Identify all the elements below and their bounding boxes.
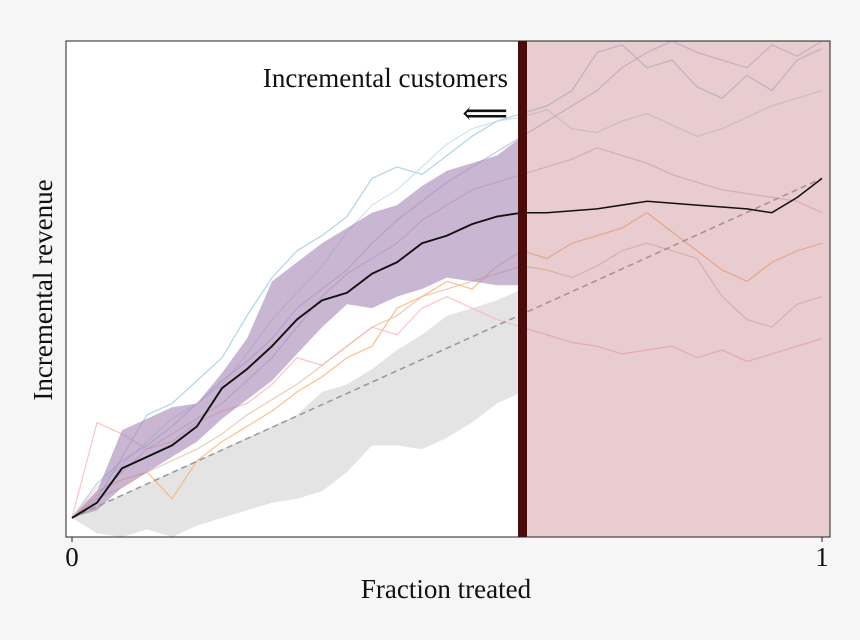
y-axis-label: Incremental revenue [28,179,58,400]
x-tick-label-2: 1 [815,542,829,572]
annotation-arrow: ⟸ [462,95,508,131]
highlight-region [522,41,830,537]
model-confidence-band [72,136,522,518]
individual-run-line-3 [71,211,823,519]
x-tick-label-1: 0 [65,542,79,572]
treatment-boundary [518,41,527,537]
individual-run-line-6 [71,242,823,519]
individual-run-line-1 [71,44,823,519]
random-targeting-band [72,289,522,537]
plot-content [71,41,830,537]
mean-uplift-line-continued [522,177,823,214]
random-baseline-line [71,177,823,519]
mean-uplift-line [71,211,523,519]
plot-frame [65,40,831,538]
x-axis-label: Fraction treated [361,574,532,604]
annotation-text: Incremental customers [263,63,508,93]
